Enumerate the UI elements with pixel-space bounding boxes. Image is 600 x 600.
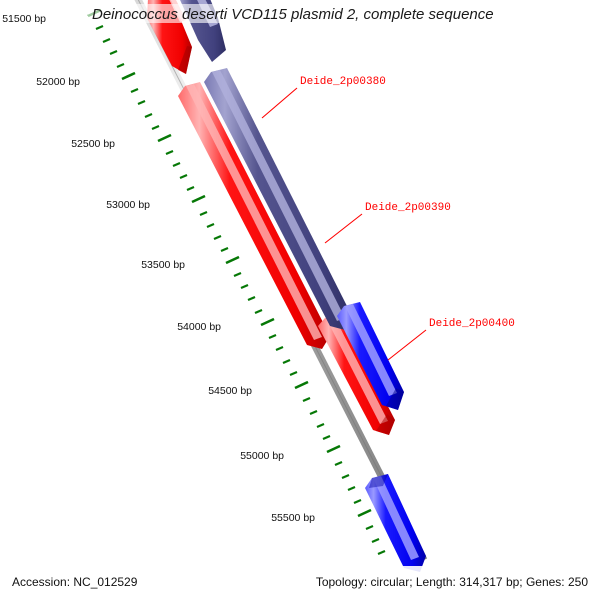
tick-minor bbox=[220, 246, 229, 253]
gene-start-cap bbox=[369, 474, 388, 488]
tick-major bbox=[294, 380, 309, 390]
gene-label-deide-2p00380[interactable]: Deide_2p00380 bbox=[300, 76, 386, 88]
gene-highlight bbox=[186, 84, 322, 340]
gene-highlight bbox=[373, 476, 419, 560]
tick-minor bbox=[116, 62, 125, 69]
title-backdrop bbox=[88, 4, 512, 23]
gene-highlight bbox=[345, 304, 397, 396]
tick-minor bbox=[179, 173, 188, 180]
tick-minor bbox=[151, 124, 160, 131]
gene-leader-line bbox=[261, 87, 298, 119]
tick-major bbox=[357, 508, 372, 518]
tick-label: 53000 bp bbox=[106, 199, 150, 211]
footer-bar: Accession: NC_012529 Topology: circular;… bbox=[0, 566, 600, 600]
footer-backdrop bbox=[0, 566, 600, 600]
tick-label: 53500 bp bbox=[141, 259, 185, 271]
gene-highlight bbox=[326, 316, 388, 424]
tick-minor bbox=[289, 370, 298, 377]
genome-stats-text: Topology: circular; Length: 314,317 bp; … bbox=[316, 575, 589, 589]
tick-label: 55000 bp bbox=[240, 450, 284, 462]
reverse-strand-lane[interactable] bbox=[147, 0, 395, 435]
tick-minor bbox=[334, 460, 343, 467]
tick-major bbox=[225, 255, 240, 265]
tick-minor bbox=[206, 222, 215, 229]
tick-minor bbox=[213, 234, 222, 241]
gene-end-cap bbox=[178, 46, 192, 74]
tick-minor bbox=[186, 185, 195, 192]
gene-bar-forward-b[interactable] bbox=[204, 68, 352, 330]
tick-minor bbox=[247, 295, 256, 302]
gene-bar-reverse-b[interactable] bbox=[178, 82, 330, 349]
tick-major bbox=[326, 444, 341, 454]
tick-minor bbox=[102, 37, 111, 44]
tick-minor bbox=[322, 434, 331, 441]
tick-minor bbox=[275, 345, 284, 352]
tick-minor bbox=[377, 549, 386, 556]
tick-minor bbox=[268, 333, 277, 340]
tick-minor bbox=[353, 498, 362, 505]
gene-end-cap bbox=[376, 414, 395, 435]
tick-minor bbox=[302, 396, 311, 403]
tick-minor bbox=[240, 283, 249, 290]
tick-label: 52000 bp bbox=[36, 76, 80, 88]
tick-minor bbox=[199, 210, 208, 217]
tick-label: 52500 bp bbox=[71, 138, 115, 150]
tick-minor bbox=[371, 537, 380, 544]
gene-label-deide-2p00400[interactable]: Deide_2p00400 bbox=[429, 318, 515, 330]
tick-major bbox=[157, 133, 172, 143]
tick-minor bbox=[95, 24, 104, 31]
gene-leader-line bbox=[387, 329, 427, 361]
gene-highlight bbox=[212, 70, 345, 321]
tick-minor bbox=[254, 308, 263, 315]
tick-minor bbox=[365, 524, 374, 531]
tick-label: 51500 bp bbox=[2, 13, 46, 25]
tick-label: 54000 bp bbox=[177, 321, 221, 333]
tick-minor bbox=[137, 99, 146, 106]
gene-bar-forward-c[interactable] bbox=[337, 302, 404, 410]
ruler-tick-labels: 51500 bp 52000 bp 52500 bp 53000 bp 5350… bbox=[2, 13, 315, 524]
tick-minor bbox=[130, 87, 139, 94]
tick-minor bbox=[144, 112, 153, 119]
gene-end-cap bbox=[386, 388, 404, 410]
tick-minor bbox=[233, 271, 242, 278]
tick-minor bbox=[309, 409, 318, 416]
tick-minor bbox=[282, 358, 291, 365]
tick-major bbox=[260, 317, 275, 327]
gene-leader-line bbox=[324, 213, 363, 244]
gene-callouts[interactable]: Deide_2p00380 Deide_2p00390 Deide_2p0040… bbox=[261, 76, 515, 361]
gene-bar-forward-d[interactable] bbox=[365, 474, 426, 572]
tick-label: 55500 bp bbox=[271, 512, 315, 524]
title-text: Deinococcus deserti VCD115 plasmid 2, co… bbox=[92, 6, 494, 23]
gene-bar-reverse-c[interactable] bbox=[318, 314, 395, 435]
tick-minor bbox=[109, 49, 118, 56]
page-title: Deinococcus deserti VCD115 plasmid 2, co… bbox=[88, 4, 512, 23]
tick-label: 54500 bp bbox=[208, 385, 252, 397]
gene-label-deide-2p00390[interactable]: Deide_2p00390 bbox=[365, 202, 451, 214]
accession-text: Accession: NC_012529 bbox=[12, 575, 138, 589]
tick-minor bbox=[316, 422, 325, 429]
tick-major bbox=[191, 194, 206, 204]
tick-major bbox=[121, 71, 136, 81]
tick-minor bbox=[165, 149, 174, 156]
tick-minor bbox=[341, 473, 350, 480]
tick-minor bbox=[172, 161, 181, 168]
tick-minor bbox=[347, 485, 356, 492]
